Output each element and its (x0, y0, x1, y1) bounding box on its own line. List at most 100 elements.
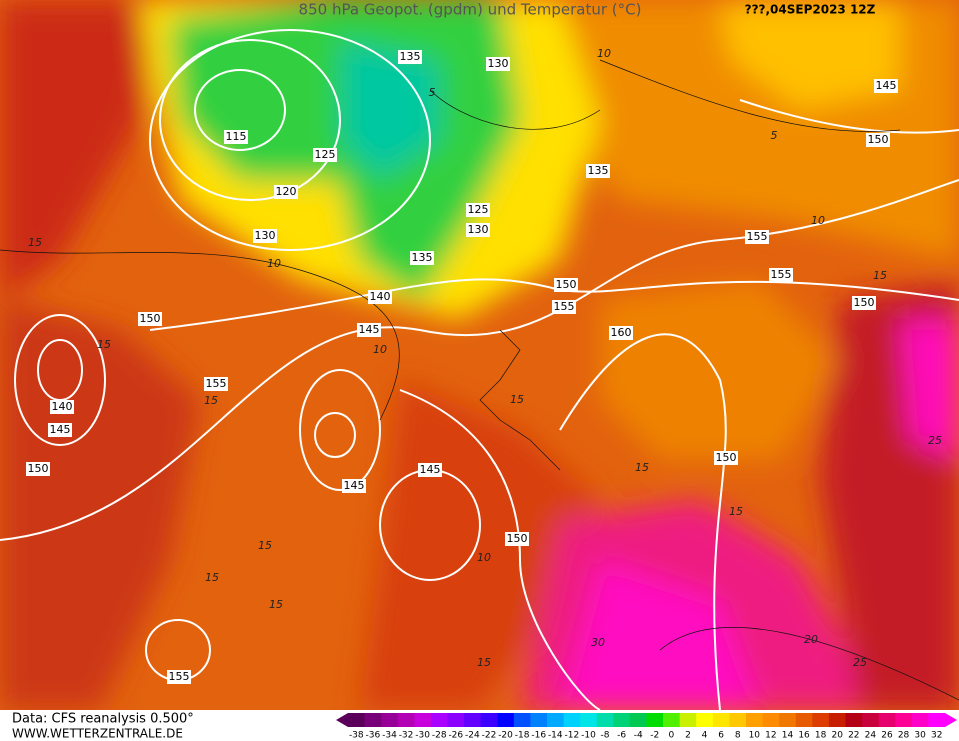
label-box (48, 423, 72, 437)
label-box (398, 50, 422, 64)
color-swatch (878, 713, 896, 727)
label-box (745, 230, 769, 244)
color-bar-label: -20 (498, 731, 513, 741)
color-swatch (663, 713, 681, 727)
color-swatch (563, 713, 581, 727)
geopotential-label: 150 (28, 462, 49, 475)
color-swatch (381, 713, 399, 727)
color-bar-label: 20 (831, 731, 843, 741)
temperature-label: 10 (597, 47, 611, 60)
color-bar-label: 12 (765, 731, 776, 741)
color-swatch (928, 713, 946, 727)
color-bar-label: -24 (465, 731, 480, 741)
temperature-label: 10 (811, 214, 825, 227)
temperature-label: 5 (771, 129, 778, 142)
color-swatch (480, 713, 498, 727)
label-box (204, 377, 228, 391)
geopotential-label: 145 (344, 479, 365, 492)
geopotential-label: 135 (588, 164, 609, 177)
label-box (466, 223, 490, 237)
color-swatch (397, 713, 415, 727)
color-bar-label: 14 (782, 731, 794, 741)
label-box (505, 532, 529, 546)
label-box (357, 323, 381, 337)
color-swatch (464, 713, 482, 727)
geopotential-label: 125 (468, 203, 489, 216)
geopotential-label: 155 (747, 230, 768, 243)
temperature-label: 10 (373, 343, 387, 356)
color-swatch (696, 713, 714, 727)
geopotential-label: 150 (868, 133, 889, 146)
color-bar-label: 30 (914, 731, 926, 741)
color-bar-label: 0 (669, 731, 675, 741)
geopotential-label: 150 (507, 532, 528, 545)
geopotential-label: 135 (400, 50, 421, 63)
color-swatch (513, 713, 531, 727)
geopotential-label: 155 (206, 377, 227, 390)
bar-arrow-left (336, 713, 348, 727)
temperature-label: 15 (510, 393, 524, 406)
geopotential-label: 145 (50, 423, 71, 436)
color-bar-label: -6 (617, 731, 626, 741)
label-box (253, 229, 277, 243)
color-swatch (414, 713, 432, 727)
color-bar-label: -32 (399, 731, 414, 741)
color-swatch (795, 713, 813, 727)
label-box (586, 164, 610, 178)
color-swatch (746, 713, 764, 727)
geopotential-label: 155 (169, 670, 190, 683)
label-box (866, 133, 890, 147)
color-bar: -38 -36 -34 -32 -30 -28 -26 -24 -22 -20 -18 -16 -14-… (336, 713, 957, 741)
label-box (274, 185, 298, 199)
label-box (50, 400, 74, 414)
color-bar-label: -16 (531, 731, 546, 741)
color-bar-label: -10 (581, 731, 596, 741)
geopotential-label: 135 (412, 251, 433, 264)
color-bar-label: -14 (548, 731, 563, 741)
label-box (342, 479, 366, 493)
label-box (714, 451, 738, 465)
color-swatch (629, 713, 647, 727)
map-field (0, 0, 959, 710)
map-date: ???,04SEP2023 12Z (745, 3, 876, 17)
label-box (609, 326, 633, 340)
geopotential-label: 125 (315, 148, 336, 161)
geopotential-label: 155 (771, 268, 792, 281)
color-swatch (679, 713, 697, 727)
color-swatch (364, 713, 382, 727)
label-box (313, 148, 337, 162)
temperature-label: 15 (258, 539, 272, 552)
label-box (552, 300, 576, 314)
color-bar-label: 28 (898, 731, 910, 741)
color-bar-label: -2 (650, 731, 659, 741)
geopotential-label: 150 (854, 296, 875, 309)
label-box (874, 79, 898, 93)
geopotential-label: 145 (876, 79, 897, 92)
geopotential-label: 150 (556, 278, 577, 291)
temperature-label: 5 (429, 86, 436, 99)
color-bar-label: -4 (634, 731, 643, 741)
label-box (26, 462, 50, 476)
geopotential-label: 120 (276, 185, 297, 198)
color-bar-label: -36 (366, 731, 381, 741)
color-swatch (646, 713, 664, 727)
data-source: Data: CFS reanalysis 0.500° (12, 712, 194, 727)
temperature-label: 15 (873, 269, 887, 282)
geopotential-label: 160 (611, 326, 632, 339)
color-swatch (530, 713, 548, 727)
color-swatch (729, 713, 747, 727)
color-bar-label: 6 (718, 731, 724, 741)
color-swatch (613, 713, 631, 727)
temperature-label: 25 (928, 434, 942, 447)
geopotential-label: 145 (359, 323, 380, 336)
temperature-label: 30 (591, 636, 605, 649)
color-swatch (596, 713, 614, 727)
temperature-label: 15 (269, 598, 283, 611)
label-box (769, 268, 793, 282)
site-url: WWW.WETTERZENTRALE.DE (12, 727, 183, 741)
color-bar-label: 18 (815, 731, 827, 741)
color-swatch (547, 713, 565, 727)
geopotential-label: 150 (716, 451, 737, 464)
geopotential-label: 145 (420, 463, 441, 476)
